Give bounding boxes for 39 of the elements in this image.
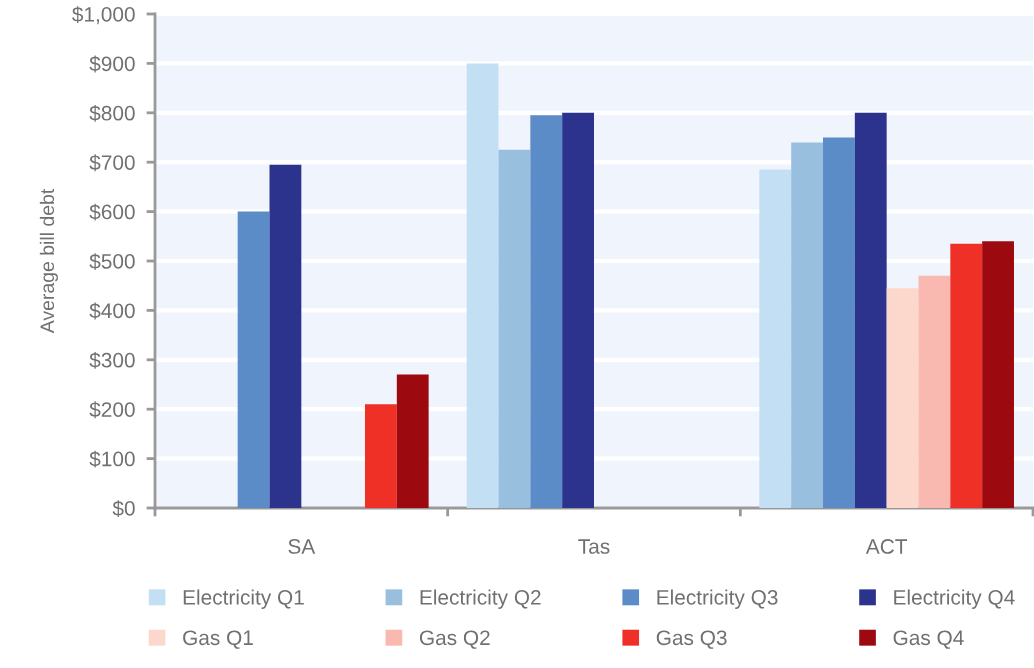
legend-label: Gas Q4 <box>893 630 964 649</box>
bar <box>918 275 951 508</box>
bar <box>237 211 270 508</box>
y-tick-label: $300 <box>89 351 135 369</box>
bar <box>530 115 563 508</box>
y-tick-label: $900 <box>89 55 135 73</box>
x-tick-label: Tas <box>578 539 610 554</box>
y-tick-label: $600 <box>89 203 135 221</box>
y-tick-label: $200 <box>89 401 135 419</box>
bar <box>982 241 1014 508</box>
bar <box>396 374 429 508</box>
y-axis-title: Average bill debt <box>39 188 58 334</box>
y-tick-label: $800 <box>89 104 135 122</box>
bar <box>562 112 594 508</box>
legend-label: Electricity Q1 <box>183 589 304 609</box>
y-tick-label: $0 <box>112 500 135 517</box>
x-tick-label: ACT <box>865 539 908 554</box>
y-tick-label: $100 <box>89 450 135 468</box>
legend-label: Electricity Q4 <box>894 589 1015 609</box>
legend-label: Gas Q1 <box>183 630 253 649</box>
bar <box>791 142 824 508</box>
bar <box>823 137 855 508</box>
legend-label: Gas Q3 <box>656 630 727 649</box>
y-tick-label: $400 <box>89 302 135 320</box>
y-tick-label: $500 <box>89 253 135 270</box>
bar <box>269 164 302 508</box>
bar <box>466 63 499 508</box>
bar <box>364 404 397 508</box>
bar <box>886 288 919 508</box>
x-tick-label: SA <box>288 539 316 554</box>
y-tick-label: $1,000 <box>72 6 135 25</box>
legend-label: Gas Q2 <box>419 630 490 649</box>
bar <box>950 243 983 508</box>
bar <box>498 149 531 508</box>
bar <box>854 112 887 508</box>
y-tick-label: $700 <box>89 154 135 172</box>
legend-label: Electricity Q3 <box>657 589 778 609</box>
bar <box>759 169 792 508</box>
legend-label: Electricity Q2 <box>420 589 541 609</box>
